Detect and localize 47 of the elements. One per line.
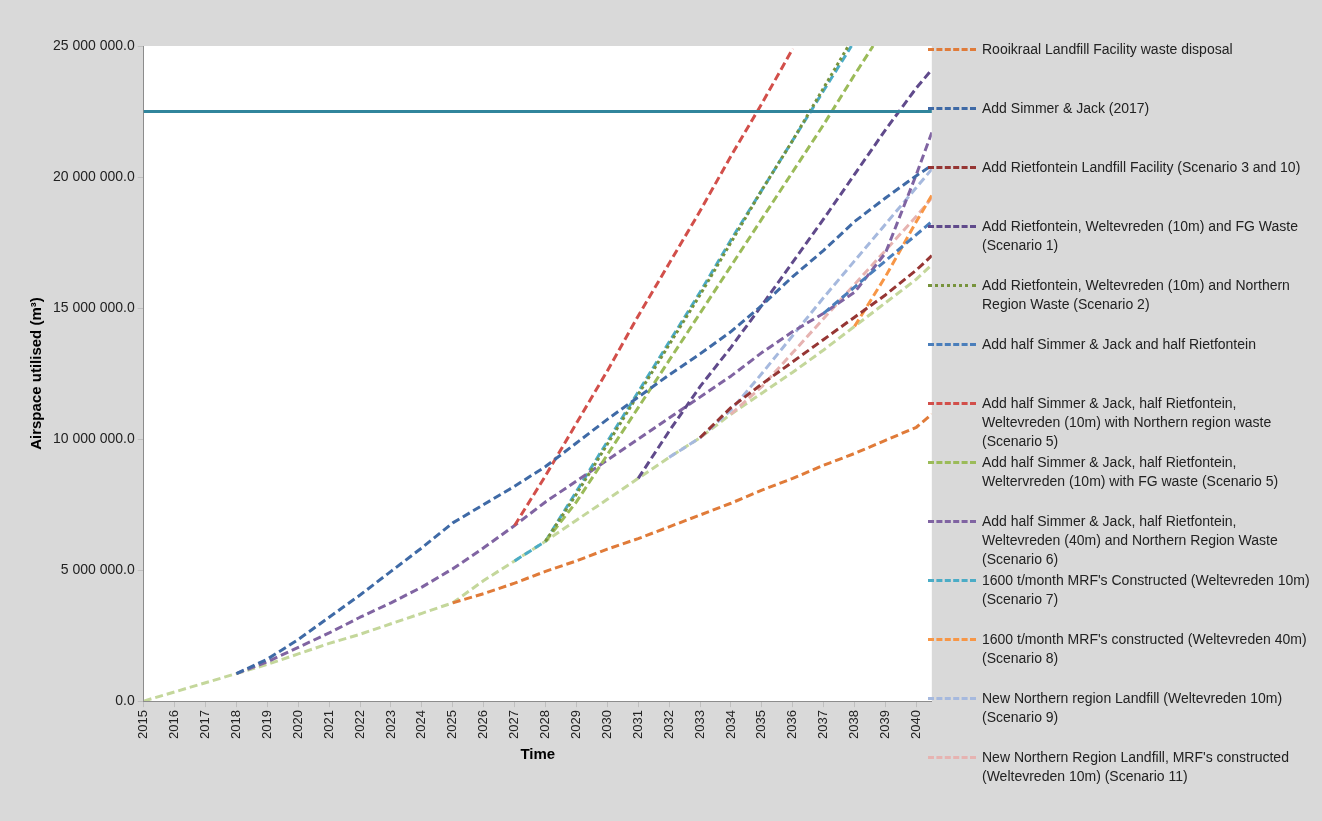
x-tick-label: 2038 xyxy=(846,710,862,739)
legend-label: 1600 t/month MRF's constructed (Weltevreden 40m) (Scenario 8) xyxy=(982,630,1308,668)
legend-label: Add half Simmer & Jack and half Rietfontein xyxy=(982,335,1256,354)
y-tick-label: 5 000 000.0 xyxy=(60,560,135,577)
y-tick-label: 20 000 000.0 xyxy=(52,167,135,184)
legend-label: Rooikraal Landfill Facility waste disposal xyxy=(982,40,1233,59)
legend-label: Add Simmer & Jack (2017) xyxy=(982,99,1150,118)
x-tick-label: 2019 xyxy=(258,710,274,739)
legend-label: Add Rietfontein Landfill Facility (Scenario 3 and 10) xyxy=(982,158,1301,177)
x-axis-title: Time xyxy=(520,745,556,763)
x-tick-label: 2023 xyxy=(382,710,398,739)
x-tick-label: 2025 xyxy=(444,710,460,739)
y-tick-label: 25 000 000.0 xyxy=(52,36,135,53)
x-tick-label: 2029 xyxy=(567,710,583,739)
x-tick-label: 2034 xyxy=(722,710,738,739)
x-tick-label: 2036 xyxy=(784,710,800,739)
x-tick-label: 2030 xyxy=(598,710,614,739)
y-tick-label: 10 000 000.0 xyxy=(52,429,135,446)
x-tick-label: 2015 xyxy=(135,710,151,739)
x-tick-label: 2040 xyxy=(907,710,923,739)
x-tick-label: 2028 xyxy=(537,710,553,739)
x-tick-label: 2039 xyxy=(877,710,893,739)
x-tick-label: 2035 xyxy=(753,710,769,739)
legend-label: Add half Simmer & Jack, half Rietfontein, Weltevreden (40m) and Northern Region Waste (Scenario 6) xyxy=(982,512,1279,569)
x-tick-label: 2017 xyxy=(197,710,213,739)
x-tick-label: 2021 xyxy=(320,710,336,739)
x-tick-label: 2027 xyxy=(506,710,522,739)
x-tick-label: 2018 xyxy=(228,710,244,739)
y-axis-title: Airspace utilised (m³) xyxy=(27,297,45,450)
x-tick-label: 2026 xyxy=(475,710,491,739)
x-tick-label: 2031 xyxy=(629,710,645,739)
legend-label: 1600 t/month MRF's Constructed (Weltevreden 10m) (Scenario 7) xyxy=(982,571,1311,609)
legend-label: Add Rietfontein, Weltevreden (10m) and Northern Region Waste (Scenario 2) xyxy=(982,276,1291,314)
x-tick-label: 2016 xyxy=(166,710,182,739)
x-tick-label: 2037 xyxy=(815,710,831,739)
legend-label: Add half Simmer & Jack, half Rietfontein, Weltevreden (10m) with Northern region waste (Scenario 5) xyxy=(982,394,1273,451)
x-tick-label: 2022 xyxy=(351,710,367,739)
legend-label: Add Rietfontein, Weltevreden (10m) and FG Waste (Scenario 1) xyxy=(982,217,1299,255)
x-tick-label: 2033 xyxy=(691,710,707,739)
x-tick-label: 2020 xyxy=(289,710,305,739)
legend-label: Add half Simmer & Jack, half Rietfontein, Weltervreden (10m) with FG waste (Scenario 5) xyxy=(982,453,1280,491)
x-tick-label: 2032 xyxy=(660,710,676,739)
legend-label: New Northern region Landfill (Weltevreden 10m) (Scenario 9) xyxy=(982,689,1284,727)
x-tick-label: 2024 xyxy=(413,710,429,739)
y-tick-label: 0.0 xyxy=(115,691,135,708)
y-tick-label: 15 000 000.0 xyxy=(52,298,135,315)
legend-label: New Northern Region Landfill, MRF's constructed (Weltevreden 10m) (Scenario 11) xyxy=(982,748,1290,786)
